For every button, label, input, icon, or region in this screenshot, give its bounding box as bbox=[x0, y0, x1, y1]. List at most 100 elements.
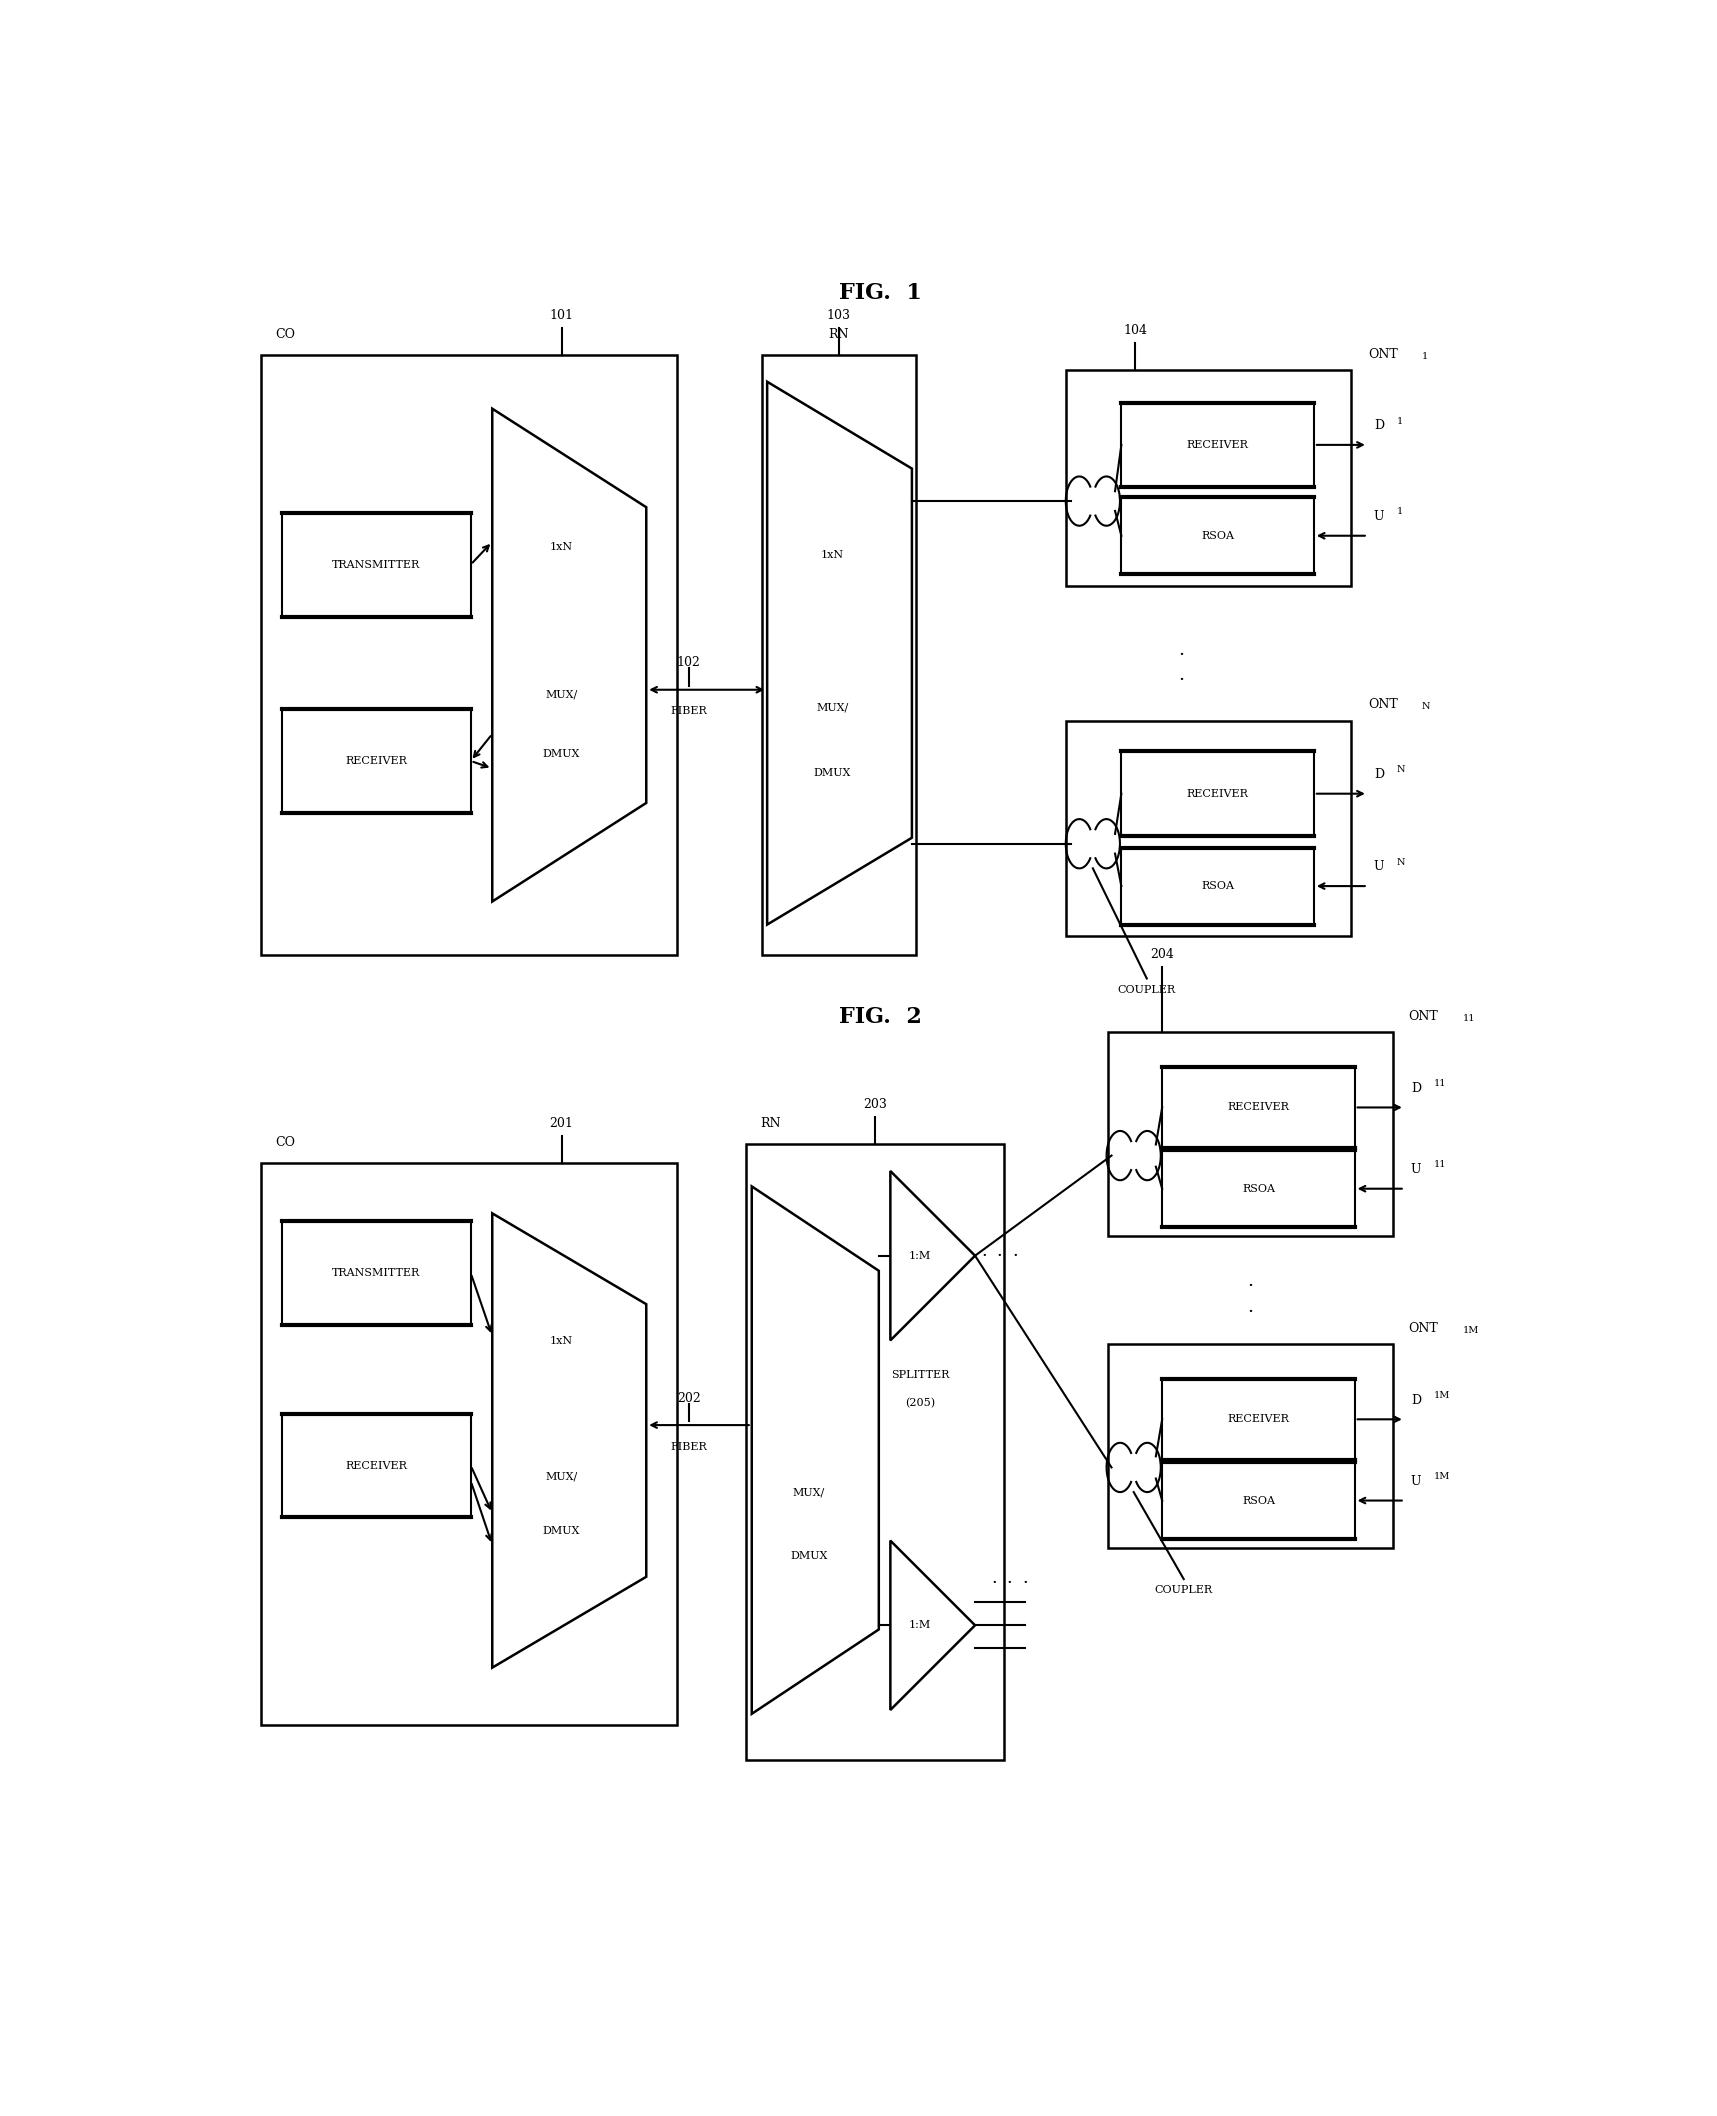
Text: 1: 1 bbox=[1398, 417, 1403, 425]
Text: MUX/: MUX/ bbox=[793, 1488, 826, 1498]
Text: 11: 11 bbox=[1434, 1079, 1446, 1088]
Text: ONT: ONT bbox=[1368, 347, 1398, 362]
Text: D: D bbox=[1374, 419, 1384, 432]
Text: 1: 1 bbox=[1422, 351, 1429, 362]
Bar bbox=[1066, 722, 1351, 935]
Text: D: D bbox=[1411, 1394, 1422, 1407]
Text: 1xN: 1xN bbox=[821, 550, 843, 561]
Text: D: D bbox=[1411, 1081, 1422, 1094]
Text: DMUX: DMUX bbox=[790, 1551, 828, 1562]
Bar bbox=[1121, 751, 1314, 836]
Text: ·: · bbox=[991, 1574, 998, 1591]
Bar bbox=[762, 355, 915, 956]
Text: 202: 202 bbox=[676, 1392, 701, 1405]
Text: RECEIVER: RECEIVER bbox=[345, 755, 407, 766]
Text: DMUX: DMUX bbox=[543, 1526, 580, 1536]
Text: CO: CO bbox=[275, 328, 295, 341]
Text: FIBER: FIBER bbox=[670, 707, 707, 717]
Text: N: N bbox=[1422, 703, 1430, 711]
Text: N: N bbox=[1398, 766, 1406, 774]
Bar bbox=[1162, 1462, 1355, 1538]
Text: 1:M: 1:M bbox=[908, 1621, 931, 1629]
Text: 11: 11 bbox=[1434, 1160, 1446, 1170]
Text: ONT: ONT bbox=[1368, 698, 1398, 711]
Text: ·: · bbox=[1248, 1303, 1253, 1320]
Text: 1M: 1M bbox=[1434, 1390, 1451, 1401]
Text: 102: 102 bbox=[676, 656, 701, 669]
Text: DMUX: DMUX bbox=[814, 768, 852, 777]
Text: ·: · bbox=[998, 1246, 1003, 1265]
Text: TRANSMITTER: TRANSMITTER bbox=[333, 559, 421, 569]
Text: ·: · bbox=[1006, 1574, 1013, 1591]
Text: RSOA: RSOA bbox=[1202, 880, 1235, 891]
Polygon shape bbox=[767, 381, 912, 925]
Bar bbox=[282, 512, 470, 616]
Text: 101: 101 bbox=[549, 309, 573, 322]
Text: COUPLER: COUPLER bbox=[1154, 1585, 1212, 1595]
Bar bbox=[261, 355, 676, 956]
Text: RN: RN bbox=[761, 1117, 781, 1130]
Polygon shape bbox=[493, 1212, 646, 1667]
Text: N: N bbox=[1398, 857, 1406, 868]
Text: U: U bbox=[1374, 861, 1384, 874]
Text: MUX/: MUX/ bbox=[546, 690, 577, 700]
Text: U: U bbox=[1411, 1475, 1422, 1488]
Text: U: U bbox=[1411, 1164, 1422, 1176]
Text: U: U bbox=[1374, 510, 1384, 523]
Text: ·: · bbox=[982, 1246, 987, 1265]
Bar bbox=[282, 709, 470, 813]
Text: RECEIVER: RECEIVER bbox=[1186, 440, 1248, 451]
Text: ONT: ONT bbox=[1408, 1009, 1439, 1024]
Text: 11: 11 bbox=[1463, 1014, 1475, 1024]
Bar bbox=[1162, 1066, 1355, 1147]
Text: RECEIVER: RECEIVER bbox=[345, 1460, 407, 1471]
Polygon shape bbox=[493, 408, 646, 901]
Text: FIG.  2: FIG. 2 bbox=[838, 1005, 922, 1028]
Text: D: D bbox=[1374, 768, 1384, 781]
Polygon shape bbox=[752, 1187, 879, 1714]
Text: (205): (205) bbox=[905, 1399, 936, 1409]
Text: ·: · bbox=[1248, 1278, 1253, 1295]
Text: MUX/: MUX/ bbox=[816, 703, 848, 713]
Text: RSOA: RSOA bbox=[1241, 1496, 1276, 1507]
Text: ·: · bbox=[1178, 645, 1185, 664]
Text: 1M: 1M bbox=[1463, 1327, 1478, 1335]
Text: 1: 1 bbox=[1398, 508, 1403, 516]
Bar bbox=[1162, 1151, 1355, 1227]
Text: RECEIVER: RECEIVER bbox=[1186, 789, 1248, 798]
Text: DMUX: DMUX bbox=[543, 749, 580, 760]
Text: MUX/: MUX/ bbox=[546, 1473, 577, 1481]
Text: ·: · bbox=[1013, 1246, 1018, 1265]
Text: ·: · bbox=[1178, 671, 1185, 690]
Bar bbox=[1162, 1380, 1355, 1460]
Bar bbox=[282, 1413, 470, 1517]
Text: CO: CO bbox=[275, 1136, 295, 1149]
Bar bbox=[1066, 370, 1351, 586]
Polygon shape bbox=[891, 1170, 975, 1339]
Text: 1xN: 1xN bbox=[549, 1335, 573, 1346]
Text: 1:M: 1:M bbox=[908, 1251, 931, 1261]
Text: 204: 204 bbox=[1150, 948, 1174, 961]
Text: FIBER: FIBER bbox=[670, 1441, 707, 1452]
Polygon shape bbox=[891, 1540, 975, 1710]
Bar bbox=[261, 1164, 676, 1725]
Text: TRANSMITTER: TRANSMITTER bbox=[333, 1267, 421, 1278]
Text: RSOA: RSOA bbox=[1241, 1183, 1276, 1193]
Text: 203: 203 bbox=[864, 1098, 888, 1111]
Text: RECEIVER: RECEIVER bbox=[1228, 1102, 1289, 1113]
Text: 201: 201 bbox=[549, 1117, 573, 1130]
Text: ONT: ONT bbox=[1408, 1322, 1439, 1335]
Bar bbox=[1107, 1344, 1392, 1549]
Text: RSOA: RSOA bbox=[1202, 531, 1235, 542]
Text: RECEIVER: RECEIVER bbox=[1228, 1413, 1289, 1424]
Text: 1M: 1M bbox=[1434, 1473, 1451, 1481]
Text: FIG.  1: FIG. 1 bbox=[838, 281, 922, 305]
Text: SPLITTER: SPLITTER bbox=[891, 1369, 950, 1380]
Text: COUPLER: COUPLER bbox=[1118, 984, 1176, 995]
Text: 1xN: 1xN bbox=[549, 542, 573, 552]
Text: 104: 104 bbox=[1123, 324, 1147, 336]
Bar bbox=[1121, 402, 1314, 487]
Text: ·: · bbox=[1022, 1574, 1028, 1591]
Text: RN: RN bbox=[829, 328, 848, 341]
Bar bbox=[1107, 1033, 1392, 1236]
